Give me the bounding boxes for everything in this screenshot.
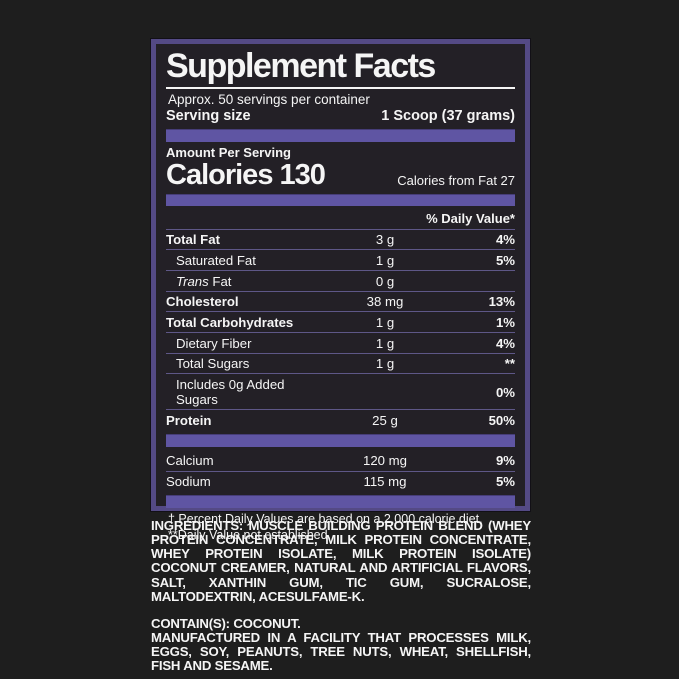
ingredients-text: MUSCLE BUILDING PROTEIN BLEND (WHEY PROT… [151, 518, 531, 604]
nutrient-name: Sodium [166, 474, 211, 490]
nutrient-amount: 3 g [375, 232, 395, 248]
nutrient-daily-value: 50% [488, 412, 515, 428]
nutrient-row: Saturated Fat 1 g 5% [166, 250, 515, 272]
serving-size-label: Serving size [166, 108, 251, 125]
nutrient-name: Total Sugars [176, 356, 250, 372]
servings-per-container: Approx. 50 servings per container [168, 91, 370, 107]
nutrient-daily-value: 4% [495, 232, 515, 248]
nutrient-row: Calcium 120 mg 9% [166, 451, 515, 472]
divider-bar [166, 193, 515, 206]
nutrient-name: Total Fat [166, 232, 220, 248]
panel-title: Supplement Facts [166, 47, 436, 85]
contains-statement: CONTAIN(S): COCONUT. [151, 615, 301, 631]
ingredients-section: INGREDIENTS: MUSCLE BUILDING PROTEIN BLE… [151, 518, 531, 674]
title-divider [166, 86, 515, 89]
nutrient-name: Total Carbohydrates [166, 314, 294, 330]
nutrient-daily-value: 0% [495, 384, 515, 400]
nutrient-daily-value: 5% [495, 252, 515, 268]
ingredients-paragraph: INGREDIENTS: MUSCLE BUILDING PROTEIN BLE… [151, 518, 531, 604]
manufactured-statement: MANUFACTURED IN A FACILITY THAT PROCESSE… [151, 629, 531, 674]
nutrient-name: Trans Fat [176, 273, 232, 289]
allergen-section: CONTAIN(S): COCONUT. MANUFACTURED IN A F… [151, 615, 531, 674]
nutrient-amount: 115 mg [363, 474, 407, 490]
calories-value: Calories 130 [166, 158, 326, 191]
nutrient-table: Total Fat 3 g 4% Saturated Fat 1 g 5% Trans Fa… [166, 230, 515, 430]
daily-value-header: % Daily Value* [166, 210, 515, 230]
ingredients-label: INGREDIENTS: [151, 518, 244, 533]
nutrient-daily-value: 4% [495, 335, 515, 351]
footnotes: † Percent Daily Values are based on a 2,… [166, 512, 515, 543]
nutrient-row: Total Carbohydrates 1 g 1% [166, 312, 515, 334]
nutrient-name: Calcium [166, 453, 214, 469]
divider-bar [166, 129, 515, 143]
footnote-daily-values: † Percent Daily Values are based on a 2,… [168, 512, 483, 527]
nutrient-amount: 0 g [375, 273, 395, 289]
divider-bar [166, 433, 515, 447]
mineral-table: Calcium 120 mg 9% Sodium 115 mg 5% [166, 451, 515, 491]
calories-from-fat: Calories from Fat 27 [397, 172, 515, 188]
nutrient-daily-value: 1% [495, 314, 515, 330]
nutrient-row: Trans Fat 0 g [166, 271, 515, 292]
nutrient-amount: 1 g [375, 314, 395, 330]
nutrient-amount: 120 mg [363, 453, 407, 469]
nutrient-row: Sodium 115 mg 5% [166, 472, 515, 492]
nutrient-amount: 1 g [375, 335, 395, 351]
nutrient-name: Saturated Fat [176, 252, 256, 268]
nutrient-daily-value: 5% [495, 474, 515, 490]
supplement-facts-panel: Supplement Facts Approx. 50 servings per… [151, 39, 530, 542]
nutrient-row: Total Sugars 1 g ** [166, 354, 515, 375]
nutrient-row: Cholesterol 38 mg 13% [166, 292, 515, 313]
nutrient-row: Total Fat 3 g 4% [166, 230, 515, 251]
nutrient-row: Protein 25 g 50% [166, 410, 515, 430]
nutrient-amount: 38 mg [366, 294, 404, 310]
footnote-not-established: **Daily Value not established. [168, 527, 332, 542]
amount-per-serving-label: Amount Per Serving [166, 145, 291, 161]
nutrient-daily-value: ** [504, 356, 515, 372]
nutrient-name: Dietary Fiber [176, 335, 252, 351]
calories-row: Calories 130 Calories from Fat 27 [166, 158, 515, 191]
nutrient-amount: 1 g [375, 356, 395, 372]
serving-size-value: 1 Scoop (37 grams) [381, 108, 515, 125]
nutrient-amount: 1 g [375, 252, 395, 268]
nutrient-row: Includes 0g Added Sugars 0% [166, 374, 515, 411]
nutrient-daily-value: 9% [495, 453, 515, 469]
nutrient-daily-value: 13% [488, 294, 515, 310]
nutrient-row: Dietary Fiber 1 g 4% [166, 333, 515, 354]
nutrient-name: Includes 0g Added Sugars [176, 376, 285, 408]
serving-size-row: Serving size 1 Scoop (37 grams) [166, 108, 515, 125]
nutrient-name: Cholesterol [166, 294, 239, 310]
divider-bar [166, 495, 515, 509]
nutrient-name: Protein [166, 412, 212, 428]
nutrient-amount: 25 g [372, 412, 398, 428]
